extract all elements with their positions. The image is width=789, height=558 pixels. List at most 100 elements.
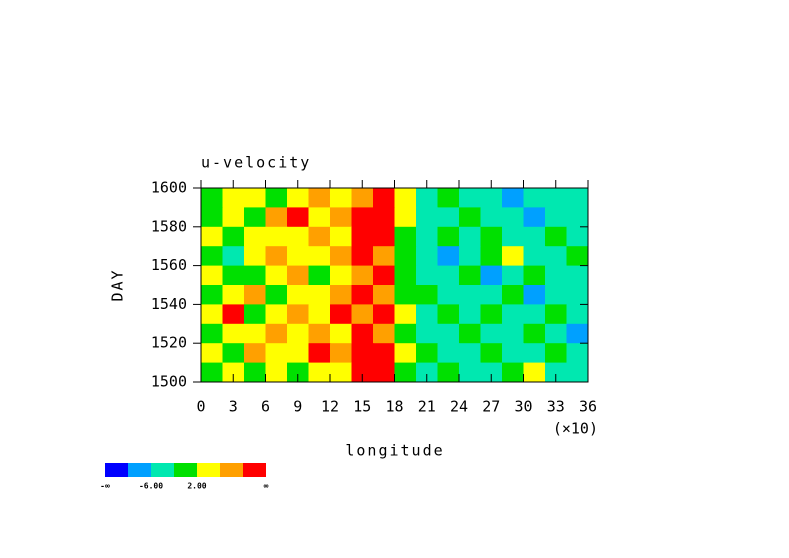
contour-cell (308, 246, 331, 267)
contour-cell (308, 285, 331, 305)
contour-cell (502, 285, 524, 305)
contour-cell (523, 246, 546, 267)
x-tick-label: 0 (196, 398, 205, 416)
colorbar-swatch (128, 463, 151, 477)
contour-cell (523, 188, 546, 208)
contour-cell (480, 188, 503, 208)
contour-cell (244, 285, 266, 305)
contour-cell (287, 207, 309, 228)
contour-cell (244, 265, 266, 286)
contour-cell (459, 246, 481, 267)
colorbar-swatch (151, 463, 174, 477)
contour-cell (308, 362, 331, 383)
contour-cell (265, 343, 288, 364)
contour-cell (222, 323, 245, 344)
contour-cell (351, 304, 374, 325)
contour-cell (308, 188, 331, 208)
contour-cell (265, 207, 288, 228)
y-tick-label: 1520 (151, 334, 187, 352)
contour-cell (523, 343, 546, 364)
contour-cell (416, 188, 438, 208)
x-tick-label: 30 (514, 398, 532, 416)
colorbar-swatch (197, 463, 220, 477)
contour-cell (545, 323, 567, 344)
contour-cell (330, 246, 352, 267)
contour-cell (222, 188, 245, 208)
contour-cell (265, 285, 288, 305)
contour-cell (373, 207, 395, 228)
contour-cell (244, 362, 266, 383)
contour-cell (287, 188, 309, 208)
contour-cell (566, 343, 589, 364)
contour-cell (244, 207, 266, 228)
contour-cell (351, 343, 374, 364)
contour-cell (373, 246, 395, 267)
colorbar-label: 2.00 (187, 482, 206, 491)
contour-cell (394, 285, 417, 305)
contour-cell (566, 285, 589, 305)
contour-cell (480, 265, 503, 286)
contour-cell (373, 285, 395, 305)
contour-cell (502, 323, 524, 344)
contour-cell (308, 226, 331, 247)
contour-cell (222, 343, 245, 364)
contour-cell (351, 362, 374, 383)
contour-cell (545, 265, 567, 286)
contour-cell (523, 304, 546, 325)
x-multiplier: (×10) (553, 420, 598, 438)
contour-cell (265, 188, 288, 208)
contour-cell (523, 323, 546, 344)
contour-cell (201, 246, 223, 267)
contour-cell (330, 362, 352, 383)
contour-cell (545, 246, 567, 267)
contour-cell (308, 265, 331, 286)
contour-cell (222, 226, 245, 247)
contour-cell (545, 304, 567, 325)
contour-cell (287, 285, 309, 305)
contour-cell (244, 226, 266, 247)
contour-cell (351, 207, 374, 228)
contour-cell (201, 362, 223, 383)
contour-cell (330, 323, 352, 344)
colorbar-label: -6.00 (139, 482, 163, 491)
y-tick-label: 1580 (151, 217, 187, 235)
contour-cell (437, 246, 460, 267)
colorbar-label: -∞ (100, 482, 110, 491)
contour-cell (351, 226, 374, 247)
contour-field (201, 188, 589, 383)
contour-cell (523, 226, 546, 247)
contour-cell (351, 188, 374, 208)
y-tick-label: 1600 (151, 179, 187, 197)
x-tick-label: 6 (261, 398, 270, 416)
contour-cell (351, 285, 374, 305)
contour-cell (351, 323, 374, 344)
contour-cell (545, 188, 567, 208)
contour-cell (201, 323, 223, 344)
contour-cell (330, 304, 352, 325)
contour-cell (287, 362, 309, 383)
y-tick-label: 1560 (151, 256, 187, 274)
contour-cell (416, 285, 438, 305)
contour-cell (480, 246, 503, 267)
contour-cell (222, 362, 245, 383)
contour-cell (330, 226, 352, 247)
contour-cell (523, 362, 546, 383)
contour-cell (416, 362, 438, 383)
contour-cell (566, 188, 589, 208)
contour-cell (287, 304, 309, 325)
contour-cell (545, 226, 567, 247)
contour-cell (523, 207, 546, 228)
contour-cell (373, 226, 395, 247)
contour-cell (308, 343, 331, 364)
contour-cell (373, 265, 395, 286)
contour-cell (265, 226, 288, 247)
contour-cell (330, 207, 352, 228)
contour-cell (566, 207, 589, 228)
contour-cell (201, 188, 223, 208)
contour-cell (394, 188, 417, 208)
contour-cell (437, 207, 460, 228)
contour-cell (222, 207, 245, 228)
contour-cell (566, 323, 589, 344)
colorbar-swatch (105, 463, 128, 477)
contour-cell (265, 265, 288, 286)
